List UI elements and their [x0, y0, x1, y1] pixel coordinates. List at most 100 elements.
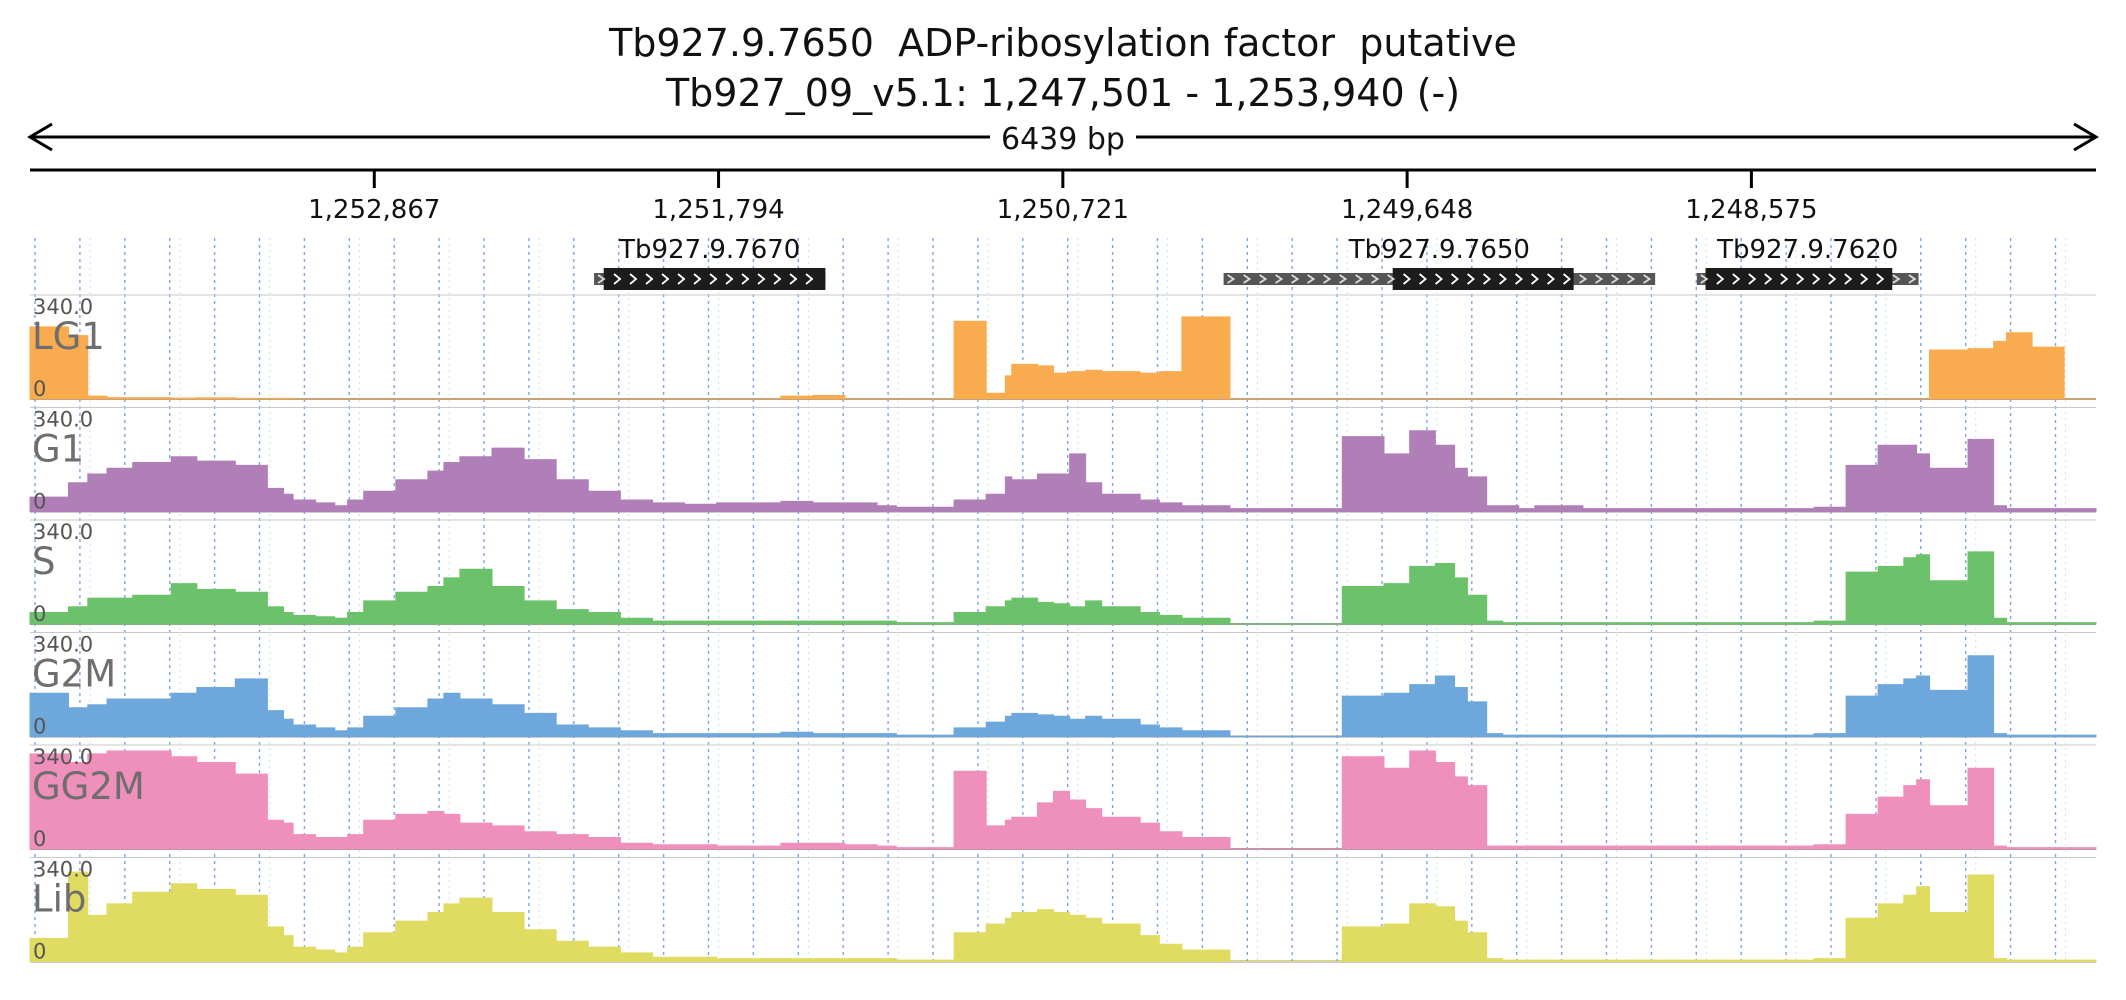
strand-arrow — [1515, 273, 1523, 285]
strand-arrow — [1483, 273, 1491, 285]
strand-arrow — [1435, 273, 1443, 285]
tick-label: 1,252,867 — [308, 195, 440, 225]
strand-arrow — [693, 273, 702, 285]
track-max-label: 340.0 — [33, 633, 93, 657]
gene-feature: Tb927.9.7650 — [1223, 235, 1656, 290]
strand-arrow — [1627, 274, 1636, 284]
strand-arrow — [1323, 274, 1332, 284]
tick-label: 1,250,721 — [997, 195, 1129, 225]
coverage-tracks: 340.00LG1340.00G1340.00S340.00G2M340.00G… — [29, 294, 2097, 964]
strand-arrow — [1227, 274, 1236, 284]
track-min-label: 0 — [33, 940, 46, 964]
gene-cds — [603, 268, 826, 290]
strand-arrow — [1595, 274, 1604, 284]
gene-track: Tb927.9.7670 Tb927.9.7650 Tb927.9.7620 — [594, 235, 1919, 290]
strand-arrow — [1748, 273, 1757, 285]
coverage-track: 340.0 0 Lib — [29, 857, 2097, 964]
gene-feature: Tb927.9.7620 — [1696, 235, 1919, 290]
locus-title: Tb927_09_v5.1: 1,247,501 - 1,253,940 (-) — [665, 71, 1461, 115]
strand-arrow — [1908, 274, 1917, 284]
strand-arrow — [1732, 273, 1741, 285]
strand-arrow — [1828, 273, 1837, 285]
strand-arrow — [1892, 274, 1901, 284]
coordinate-axis: 1,252,867 1,251,794 1,250,721 1,249,648 1,24… — [30, 168, 2096, 225]
strand-arrow — [1531, 273, 1539, 285]
coverage-track: 340.0 0 S — [29, 519, 2097, 626]
strand-arrow — [1371, 274, 1380, 284]
strand-arrow — [805, 273, 814, 285]
strand-arrow — [1860, 273, 1869, 285]
track-min-label: 0 — [33, 827, 46, 851]
strand-arrow — [1291, 274, 1300, 284]
track-name: Lib — [32, 878, 86, 921]
gridlines — [34, 238, 2067, 963]
coverage-area — [29, 655, 2097, 737]
span-arrow-right-head — [2073, 122, 2099, 152]
track-max-label: 340.0 — [33, 520, 93, 544]
track-max-label: 340.0 — [33, 858, 93, 882]
gene-cds — [1392, 268, 1574, 290]
strand-arrow — [1547, 273, 1555, 285]
chart-title: Tb927.9.7650 ADP-ribosylation factor put… — [0, 18, 2126, 118]
coverage-area — [29, 871, 2097, 962]
coverage-area — [29, 551, 2097, 625]
strand-arrow — [1700, 274, 1709, 284]
track-min-label: 0 — [33, 490, 46, 514]
span-label-bg — [990, 118, 1136, 156]
strand-arrow — [1796, 273, 1805, 285]
strand-arrow — [1419, 273, 1427, 285]
strand-arrow — [789, 273, 798, 285]
strand-arrow — [1611, 274, 1620, 284]
strand-arrow — [613, 273, 622, 285]
strand-arrow — [757, 273, 766, 285]
strand-arrow — [1780, 273, 1789, 285]
tick-label: 1,251,794 — [652, 195, 784, 225]
span-ruler: 6439 bp — [27, 118, 2099, 157]
strand-arrow — [1387, 274, 1396, 284]
strand-arrow — [773, 273, 782, 285]
track-max-label: 340.0 — [33, 408, 93, 432]
strand-arrow — [1844, 273, 1853, 285]
strand-arrow — [1355, 274, 1364, 284]
strand-arrow — [1812, 273, 1821, 285]
track-name: S — [32, 540, 56, 583]
strand-arrow — [1339, 274, 1348, 284]
strand-arrow — [1243, 274, 1252, 284]
track-min-label: 0 — [33, 715, 46, 739]
strand-arrow — [1499, 273, 1507, 285]
track-min-label: 0 — [33, 602, 46, 626]
strand-arrow — [661, 273, 670, 285]
strand-arrow — [597, 274, 606, 284]
strand-arrow — [1716, 273, 1725, 285]
strand-arrow — [1579, 274, 1588, 284]
track-name: LG1 — [32, 315, 105, 358]
span-arrow-left-head — [27, 122, 53, 152]
coverage-track: 340.0 0 G2M — [29, 632, 2097, 739]
strand-arrow — [1643, 274, 1652, 284]
gene-cds — [1705, 268, 1893, 290]
strand-arrow — [629, 273, 638, 285]
gene-label: Tb927.9.7620 — [1716, 235, 1898, 265]
track-min-label: 0 — [33, 377, 46, 401]
strand-arrow — [1467, 273, 1475, 285]
track-name: G2M — [32, 653, 116, 696]
gene-label: Tb927.9.7670 — [618, 235, 800, 265]
coverage-track: 340.0 0 GG2M — [29, 744, 2097, 851]
track-max-label: 340.0 — [33, 295, 93, 319]
track-name: GG2M — [32, 765, 145, 808]
strand-arrow — [709, 273, 718, 285]
coverage-area — [29, 430, 2097, 512]
strand-arrow — [725, 273, 734, 285]
track-name: G1 — [32, 428, 84, 471]
gene-feature: Tb927.9.7670 — [594, 235, 826, 290]
strand-arrow — [1403, 273, 1411, 285]
strand-arrow — [1563, 273, 1571, 285]
strand-arrow — [1451, 273, 1459, 285]
coverage-area — [29, 750, 2097, 850]
coverage-track: 340.0 0 LG1 — [29, 294, 2096, 401]
gene-title: Tb927.9.7650 ADP-ribosylation factor put… — [609, 21, 1517, 65]
strand-arrow — [741, 273, 750, 285]
strand-arrow — [1876, 273, 1885, 285]
span-label: 6439 bp — [1001, 122, 1125, 157]
